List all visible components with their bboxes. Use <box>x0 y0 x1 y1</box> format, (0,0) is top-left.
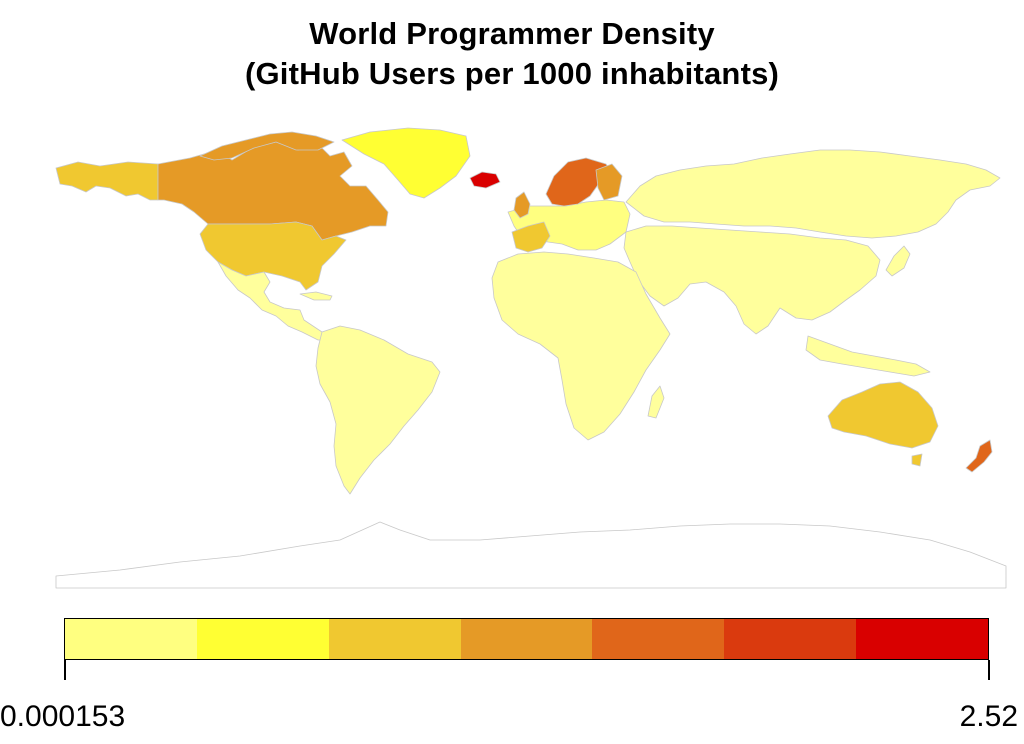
region-antarctica <box>55 521 1007 589</box>
region-asia-south <box>623 225 881 335</box>
legend-class-1 <box>65 619 197 659</box>
legend-class-3 <box>328 619 461 659</box>
legend-max-tick <box>988 660 990 680</box>
region-new-zealand <box>965 439 993 473</box>
legend-min-label: 0.000153 <box>0 700 126 733</box>
map-title-line-1: World Programmer Density <box>309 16 715 51</box>
region-africa <box>491 251 671 441</box>
region-se-asia <box>805 335 931 377</box>
region-greenland <box>341 127 471 199</box>
legend-class-4 <box>460 619 593 659</box>
region-russia <box>625 149 1001 239</box>
region-south-america <box>315 325 441 495</box>
region-madagascar <box>647 385 665 419</box>
region-arctic-islands <box>199 131 335 161</box>
region-alaska <box>55 161 159 201</box>
color-scale-legend <box>64 618 989 660</box>
map-title-line-2: (GitHub Users per 1000 inhabitants) <box>244 56 780 91</box>
legend-max-label: 2.52 <box>959 700 1018 733</box>
region-western-europe <box>511 221 551 253</box>
region-japan <box>885 245 911 277</box>
region-finland <box>595 163 623 201</box>
region-australia <box>827 381 939 449</box>
region-iceland <box>469 171 501 189</box>
region-caribbean <box>299 291 333 301</box>
legend-min-tick <box>64 660 66 680</box>
region-tasmania <box>911 453 923 467</box>
world-map-svg <box>55 127 1007 589</box>
region-uk <box>513 191 531 219</box>
legend-class-6 <box>724 619 857 659</box>
legend-class-5 <box>592 619 725 659</box>
legend-class-7 <box>856 619 989 659</box>
map-title: World Programmer Density (GitHub Users p… <box>0 14 1024 94</box>
legend-class-2 <box>196 619 329 659</box>
